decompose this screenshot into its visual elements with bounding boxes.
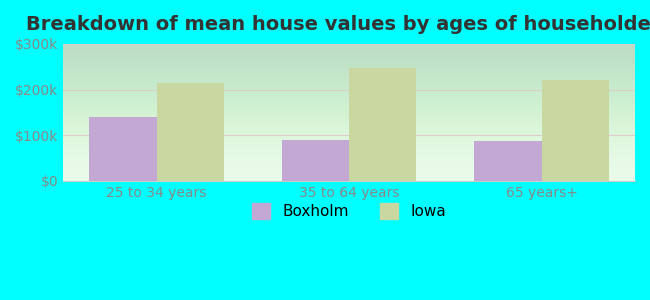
Bar (474, 141, 541, 181)
Legend: Boxholm, Iowa: Boxholm, Iowa (246, 197, 452, 225)
Bar (541, 80, 609, 181)
Bar (349, 68, 417, 181)
Title: Breakdown of mean house values by ages of householders: Breakdown of mean house values by ages o… (26, 15, 650, 34)
Bar (89, 117, 157, 181)
Bar (281, 140, 349, 181)
Bar (157, 83, 224, 181)
